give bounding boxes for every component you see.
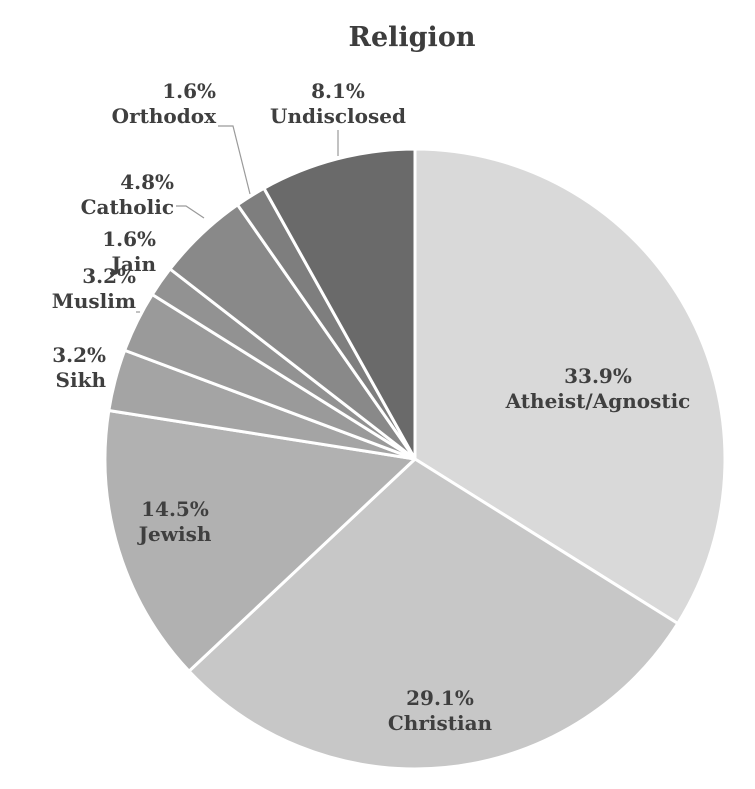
slice-value-label: 3.2%	[82, 264, 136, 288]
slice-category-label: Christian	[388, 711, 493, 735]
slice-value-label: 8.1%	[311, 79, 365, 103]
leader-line	[176, 205, 205, 219]
pie-slice-atheist-agnostic	[413, 147, 727, 625]
slice-category-label: Sikh	[56, 368, 107, 392]
slice-value-label: 33.9%	[564, 364, 632, 388]
slice-category-label: Jewish	[137, 522, 212, 546]
chart-title: Religion	[349, 22, 476, 53]
slice-category-label: Undisclosed	[270, 104, 406, 128]
slice-value-label: 29.1%	[406, 686, 474, 710]
slice-value-label: 3.2%	[52, 343, 106, 367]
slice-category-label: Catholic	[81, 195, 174, 219]
pie-slice-jewish	[103, 409, 417, 673]
slice-value-label: 1.6%	[162, 79, 216, 103]
slice-category-label: Jain	[109, 252, 156, 276]
slice-value-label: 14.5%	[141, 497, 209, 521]
slice-category-label: Muslim	[52, 289, 136, 313]
leader-line	[218, 125, 251, 195]
pie-slice-christian	[187, 457, 680, 771]
slice-value-label: 1.6%	[102, 227, 156, 251]
pie-slice-undisclosed	[262, 147, 417, 461]
slice-value-label: 4.8%	[120, 170, 174, 194]
slice-category-label: Orthodox	[112, 104, 217, 128]
slice-labels: 33.9%Atheist/Agnostic 29.1%Christian 14.5%…	[52, 79, 691, 735]
pie-slices	[103, 147, 727, 771]
leader-lines	[136, 125, 339, 313]
slice-category-label: Atheist/Agnostic	[505, 389, 691, 413]
